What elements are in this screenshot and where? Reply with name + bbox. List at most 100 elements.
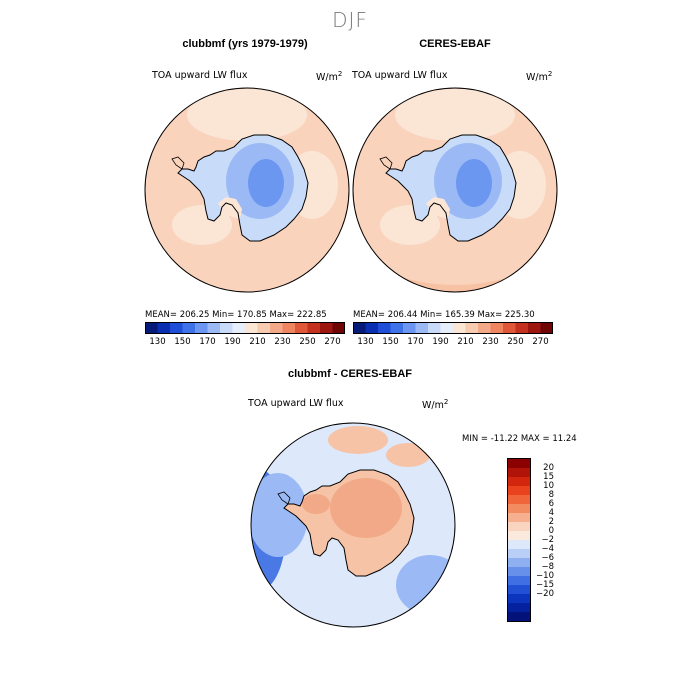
panel2-colorbar bbox=[353, 322, 553, 334]
colorbar-cell bbox=[220, 322, 233, 334]
plateau-core bbox=[248, 159, 284, 207]
ross-ice-shelf bbox=[426, 197, 450, 219]
panel2-field-label: TOA upward LW flux bbox=[352, 70, 448, 81]
map-border bbox=[250, 422, 456, 628]
colorbar-frame bbox=[145, 322, 345, 334]
diff-units: W/m2 bbox=[422, 398, 449, 412]
colorbar-cell bbox=[453, 322, 466, 334]
colorbar-tick: 8 bbox=[548, 490, 554, 500]
colorbar-cell bbox=[440, 322, 454, 334]
plateau-core bbox=[456, 159, 492, 207]
map-border bbox=[144, 87, 350, 293]
colorbar-cell bbox=[508, 594, 530, 604]
colorbar-cell bbox=[195, 322, 208, 334]
ocean-band bbox=[187, 89, 307, 141]
map-border bbox=[352, 87, 558, 293]
positive-anomaly bbox=[302, 494, 330, 514]
colorbar-cell bbox=[465, 322, 479, 334]
diff-colorbar-ticks: 20 15 10 8 6 4 2 0 −2 −4 −6 −8 −10 −15 −20 bbox=[534, 458, 554, 622]
colorbar-tick: 0 bbox=[548, 526, 554, 536]
colorbar-cell bbox=[508, 468, 530, 478]
colorbar-tick: 170 bbox=[407, 337, 424, 347]
colorbar-cell bbox=[170, 322, 183, 334]
colorbar-cell bbox=[270, 322, 283, 334]
colorbar-cell bbox=[508, 540, 530, 550]
positive-anomaly bbox=[386, 443, 430, 467]
panel2-stats: MEAN= 206.44 Min= 165.39 Max= 225.30 bbox=[353, 310, 535, 320]
colorbar-cell bbox=[508, 513, 530, 523]
colorbar-cell bbox=[508, 558, 530, 568]
colorbar-tick: 10 bbox=[543, 481, 554, 491]
colorbar-cell bbox=[508, 486, 530, 496]
colorbar-cell bbox=[508, 531, 530, 541]
colorbar-cell bbox=[508, 612, 530, 622]
panel1-field-label: TOA upward LW flux bbox=[152, 70, 248, 81]
colorbar-cell bbox=[540, 322, 553, 334]
colorbar-cell bbox=[157, 322, 171, 334]
colorbar-tick: 230 bbox=[274, 337, 291, 347]
colorbar-cell bbox=[508, 603, 530, 613]
season-title: DJF bbox=[332, 8, 368, 32]
colorbar-cell bbox=[428, 322, 441, 334]
colorbar-tick: −6 bbox=[541, 553, 554, 563]
colorbar-cell bbox=[508, 585, 530, 595]
colorbar-tick: −8 bbox=[541, 562, 554, 572]
colorbar-cell bbox=[307, 322, 321, 334]
colorbar-tick: 210 bbox=[249, 337, 266, 347]
colorbar-cell bbox=[353, 322, 366, 334]
colorbar-tick: 190 bbox=[224, 337, 241, 347]
panel1-units: W/m2 bbox=[316, 70, 343, 84]
panel2-title: CERES-EBAF bbox=[419, 38, 491, 50]
colorbar-cell bbox=[508, 504, 530, 514]
panel1-title: clubbmf (yrs 1979-1979) bbox=[182, 38, 308, 50]
diff-colorbar bbox=[507, 458, 531, 622]
colorbar-cell bbox=[528, 322, 541, 334]
panel1-polar-map bbox=[144, 87, 350, 293]
colorbar-cell bbox=[508, 477, 530, 487]
diff-field-label: TOA upward LW flux bbox=[248, 398, 344, 409]
panel2-units: W/m2 bbox=[526, 70, 553, 84]
colorbar-tick: 130 bbox=[149, 337, 166, 347]
colorbar-cell bbox=[365, 322, 379, 334]
colorbar-cell bbox=[503, 322, 516, 334]
colorbar-cell bbox=[257, 322, 271, 334]
colorbar-cell bbox=[508, 567, 530, 577]
colorbar-tick: −2 bbox=[541, 535, 554, 545]
panel2-polar-map bbox=[352, 87, 558, 293]
colorbar-cell bbox=[415, 322, 429, 334]
peninsula-coastline bbox=[171, 156, 185, 170]
ocean-band bbox=[395, 89, 515, 141]
colorbar-tick: −20 bbox=[536, 589, 554, 599]
colorbar-cell bbox=[182, 322, 196, 334]
panel1-stats: MEAN= 206.25 Min= 170.85 Max= 222.85 bbox=[145, 310, 327, 320]
panel1-colorbar-ticks: 130 150 170 190 210 230 250 270 bbox=[145, 337, 345, 349]
colorbar-cell bbox=[332, 322, 345, 334]
colorbar-cell bbox=[403, 322, 416, 334]
colorbar-tick: 20 bbox=[543, 463, 554, 473]
map-field bbox=[145, 88, 349, 292]
negative-anomaly bbox=[251, 473, 308, 557]
colorbar-tick: 270 bbox=[532, 337, 549, 347]
map-field bbox=[251, 423, 455, 627]
colorbar-tick: −4 bbox=[541, 544, 554, 554]
colorbar-cell bbox=[508, 576, 530, 586]
colorbar-tick: 210 bbox=[457, 337, 474, 347]
colorbar-cell bbox=[378, 322, 391, 334]
colorbar-tick: 4 bbox=[548, 508, 554, 518]
diff-stats: MIN = -11.22 MAX = 11.24 bbox=[462, 434, 577, 444]
colorbar-cell bbox=[508, 522, 530, 532]
colorbar-cell bbox=[207, 322, 221, 334]
colorbar-tick: 270 bbox=[324, 337, 341, 347]
colorbar-cell bbox=[282, 322, 296, 334]
colorbar-tick: 170 bbox=[199, 337, 216, 347]
diff-title: clubbmf - CERES-EBAF bbox=[287, 368, 413, 380]
colorbar-tick: 190 bbox=[432, 337, 449, 347]
colorbar-frame bbox=[507, 458, 531, 622]
colorbar-tick: 150 bbox=[382, 337, 399, 347]
panel2-colorbar-ticks: 130 150 170 190 210 230 250 270 bbox=[353, 337, 553, 349]
antarctica-coastline bbox=[385, 134, 517, 242]
colorbar-cell bbox=[508, 459, 530, 469]
colorbar-cell bbox=[490, 322, 504, 334]
colorbar-tick: 230 bbox=[482, 337, 499, 347]
positive-anomaly bbox=[330, 478, 402, 538]
